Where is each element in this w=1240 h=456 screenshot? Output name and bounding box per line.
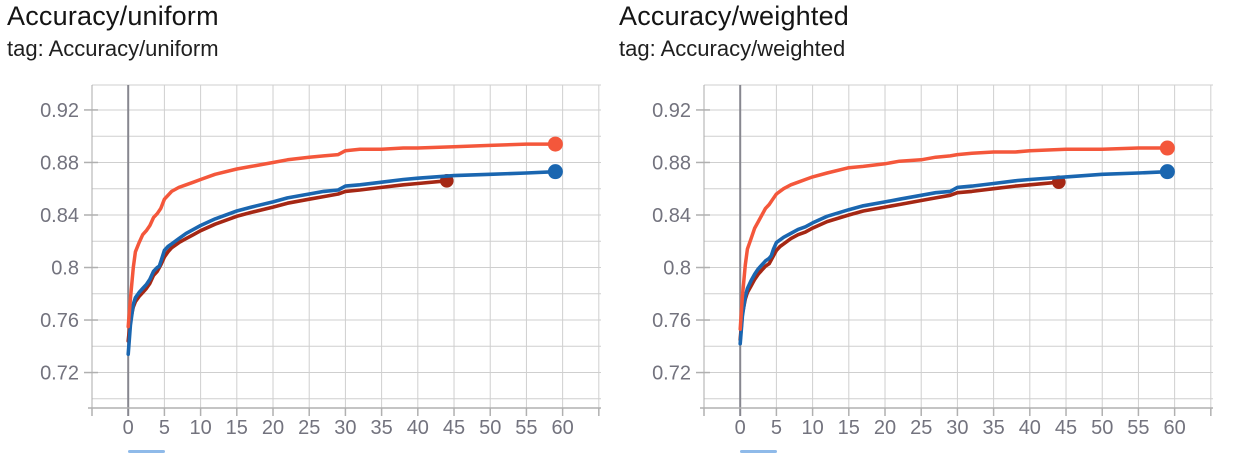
y-tick-label: 0.88: [652, 152, 691, 174]
x-tick-label: 50: [1091, 417, 1113, 439]
y-tick-label: 0.8: [663, 258, 691, 280]
x-tick-label: 35: [370, 417, 392, 439]
x-tick-label: 45: [443, 417, 465, 439]
gridlines: [703, 84, 1213, 416]
series-end-dot-run-orange[interactable]: [1159, 140, 1175, 156]
line-chart-accuracy-uniform[interactable]: 0 5 10 15 20 25 30 35 40 45 50 55 60 0.92 0.88 0.84 0.8 0…: [0, 0, 620, 456]
series-line-run-blue[interactable]: [126, 169, 558, 356]
gridlines: [91, 84, 601, 416]
y-tick-label: 0.8: [51, 258, 79, 280]
x-tick-label: 40: [1019, 417, 1041, 439]
x-tick-label: 40: [407, 417, 429, 439]
series-end-dot-run-blue[interactable]: [1159, 164, 1175, 180]
x-tick-label: 55: [515, 417, 537, 439]
series-end-dot-run-orange[interactable]: [547, 136, 563, 152]
line-chart-accuracy-weighted[interactable]: 0 5 10 15 20 25 30 35 40 45 50 55 60 0.92 0.88 0.84 0.8 0…: [612, 0, 1232, 456]
y-tick-label: 0.92: [40, 100, 79, 122]
axes: 0 5 10 15 20 25 30 35 40 45 50 55 60 0.92 0.88 0.84 0.8 0…: [40, 100, 601, 439]
series-line-run-orange[interactable]: [126, 142, 558, 329]
x-tick-label: 5: [159, 417, 170, 439]
cropped-legend-swatch[interactable]: [128, 450, 165, 453]
series-line-run-dark-red[interactable]: [738, 180, 1061, 342]
y-tick-label: 0.84: [40, 205, 79, 227]
x-tick-label: 50: [479, 417, 501, 439]
chart-card-accuracy-weighted: Accuracy/weighted tag: Accuracy/weighted…: [612, 0, 1240, 456]
series-line-run-blue[interactable]: [738, 169, 1170, 346]
x-tick-label: 20: [262, 417, 284, 439]
x-tick-label: 5: [771, 417, 782, 439]
x-tick-label: 10: [801, 417, 823, 439]
y-tick-label: 0.72: [40, 363, 79, 385]
cropped-legend-swatch[interactable]: [740, 450, 777, 453]
chart-title: Accuracy/weighted: [619, 1, 850, 31]
x-tick-label: 35: [982, 417, 1004, 439]
x-tick-label: 60: [552, 417, 574, 439]
series-group: [126, 136, 563, 356]
x-tick-label: 20: [874, 417, 896, 439]
x-tick-label: 0: [735, 417, 746, 439]
y-tick-label: 0.92: [652, 100, 691, 122]
x-tick-label: 55: [1127, 417, 1149, 439]
chart-tag: tag: Accuracy/weighted: [619, 36, 846, 61]
x-tick-label: 10: [189, 417, 211, 439]
chart-card-accuracy-uniform: Accuracy/uniform tag: Accuracy/uniform 0…: [0, 0, 620, 456]
axes: 0 5 10 15 20 25 30 35 40 45 50 55 60 0.92 0.88 0.84 0.8 0…: [652, 100, 1213, 439]
x-tick-label: 25: [910, 417, 932, 439]
series-end-dot-run-blue[interactable]: [547, 164, 563, 180]
chart-title: Accuracy/uniform: [7, 1, 219, 31]
y-tick-label: 0.88: [40, 152, 79, 174]
y-tick-label: 0.72: [652, 363, 691, 385]
x-tick-label: 30: [334, 417, 356, 439]
x-tick-label: 15: [838, 417, 860, 439]
series-line-run-orange[interactable]: [738, 146, 1170, 331]
series-group: [738, 140, 1175, 346]
x-tick-label: 45: [1055, 417, 1077, 439]
x-tick-label: 30: [946, 417, 968, 439]
x-tick-label: 60: [1164, 417, 1186, 439]
y-tick-label: 0.76: [652, 310, 691, 332]
x-tick-label: 15: [226, 417, 248, 439]
chart-tag: tag: Accuracy/uniform: [7, 36, 219, 61]
x-tick-label: 25: [298, 417, 320, 439]
series-line-run-dark-red[interactable]: [126, 179, 449, 343]
x-tick-label: 0: [123, 417, 134, 439]
y-tick-label: 0.84: [652, 205, 691, 227]
y-tick-label: 0.76: [40, 310, 79, 332]
